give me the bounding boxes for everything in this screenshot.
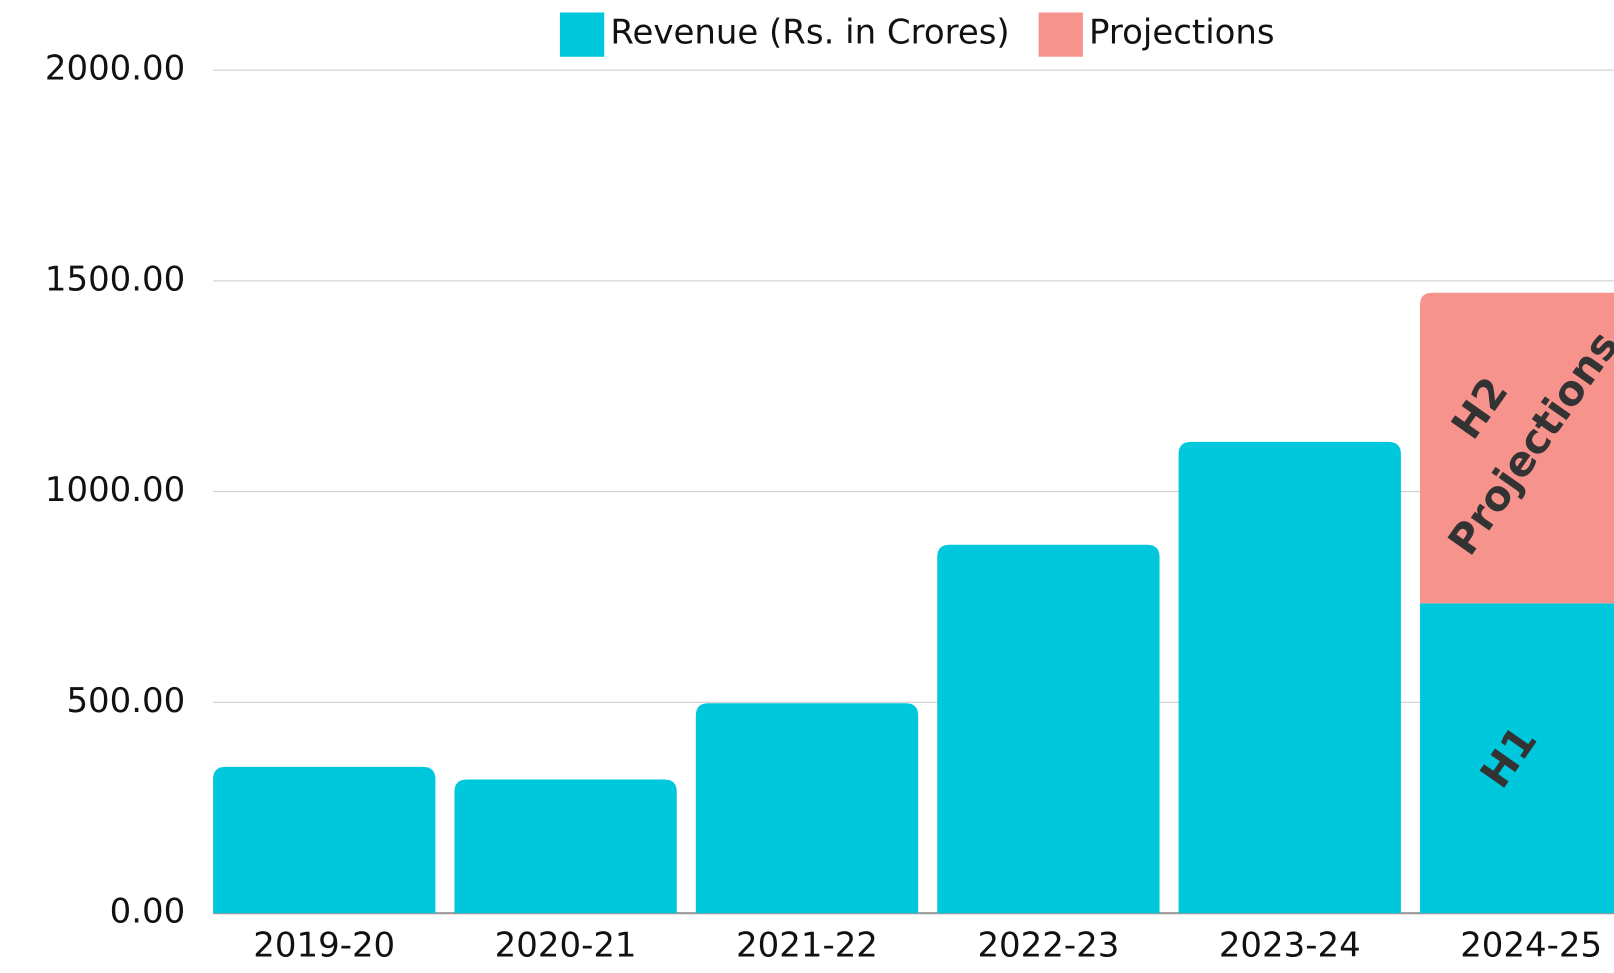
bar bbox=[213, 766, 436, 914]
legend-swatch bbox=[559, 12, 605, 57]
bar bbox=[695, 703, 919, 914]
y-tick-label: 1500.00 bbox=[45, 259, 185, 299]
x-tick-label: 2024-25 bbox=[1460, 926, 1602, 966]
bar bbox=[454, 779, 677, 914]
bar bbox=[1178, 441, 1401, 914]
legend-swatch bbox=[1038, 12, 1083, 57]
x-tick-label: 2019-20 bbox=[253, 926, 395, 966]
y-tick-label: 0.00 bbox=[110, 892, 186, 932]
x-tick-label: 2021-22 bbox=[736, 926, 878, 966]
bar bbox=[1419, 292, 1614, 604]
y-tick-label: 2000.00 bbox=[45, 49, 185, 89]
y-tick-label: 1000.00 bbox=[45, 470, 185, 510]
bar bbox=[1419, 603, 1614, 914]
legend-label: Revenue (Rs. in Crores) bbox=[610, 13, 1009, 53]
bar bbox=[937, 544, 1160, 914]
legend-label: Projections bbox=[1089, 13, 1275, 53]
y-tick-label: 500.00 bbox=[66, 681, 185, 721]
x-tick-label: 2022-23 bbox=[977, 926, 1119, 966]
x-tick-label: 2020-21 bbox=[495, 926, 637, 966]
x-tick-label: 2023-24 bbox=[1219, 926, 1361, 966]
